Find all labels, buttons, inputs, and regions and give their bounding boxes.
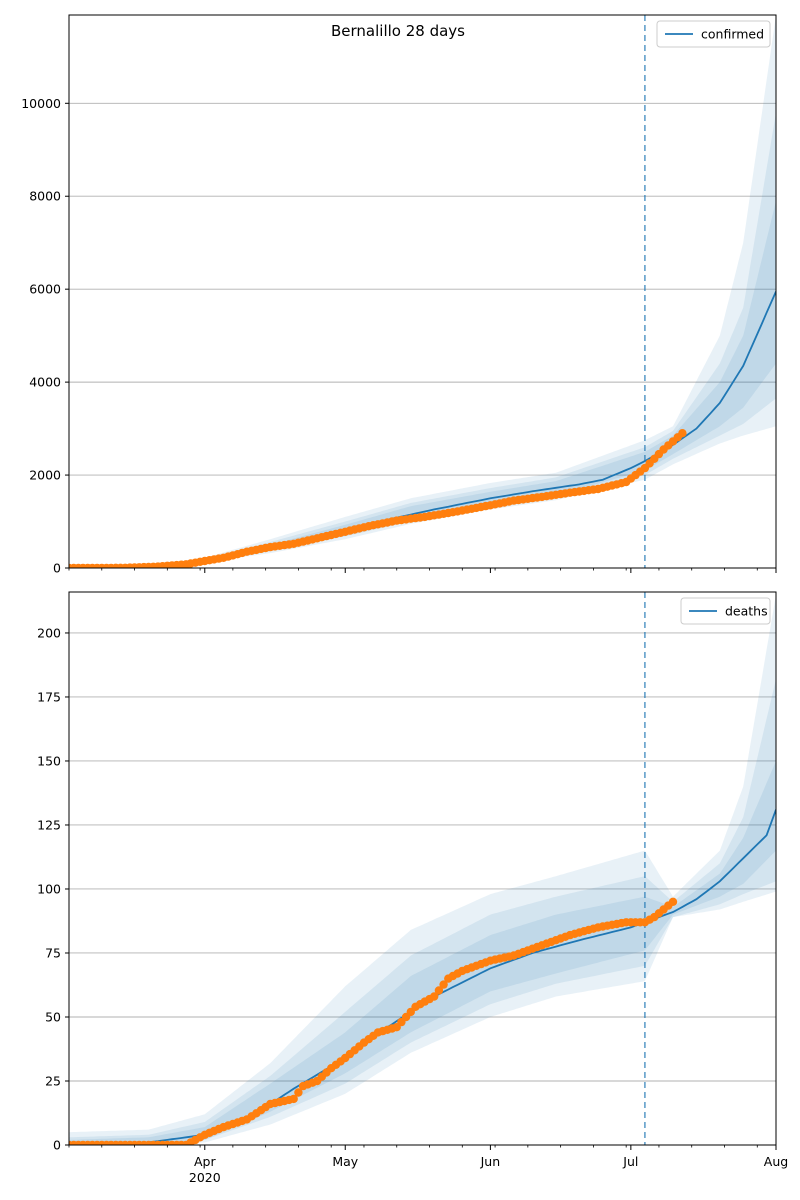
y-tick-label: 6000 [29,282,61,297]
legend-label: confirmed [701,27,764,42]
x-tick-label: Jul [622,1154,638,1169]
legend-box [656,20,771,48]
legend-box [680,597,771,625]
figure-title: Bernalillo 28 days [331,22,465,40]
observed-point [294,1088,303,1097]
y-tick-label: 100 [37,881,61,896]
observed-point [439,980,448,989]
x-tick-label: May [332,1154,358,1169]
axes-frame [68,14,777,569]
legend-label: deaths [725,604,768,619]
y-tick-label: 25 [45,1073,61,1088]
y-tick-label: 125 [37,817,61,832]
y-tick-label: 8000 [29,189,61,204]
y-tick-label: 175 [37,689,61,704]
uncertainty-band [69,679,776,1145]
plot-area [69,592,776,1145]
uncertainty-band [69,594,776,1145]
observed-point [668,897,678,906]
observed-point [430,992,439,1001]
observed-point [434,986,444,995]
y-tick-label: 4000 [29,375,61,390]
y-tick-label: 200 [37,625,61,640]
y-tick-label: 0 [53,1138,61,1153]
uncertainty-band [69,200,776,568]
y-tick-label: 75 [45,945,61,960]
observed-point [289,1094,298,1104]
y-tick-label: 0 [53,561,61,576]
x-tick-label: Aug [764,1154,788,1169]
x-tick-label: Apr [194,1154,216,1169]
observed-point [678,429,687,438]
x-tick-sublabel: 2020 [189,1170,221,1185]
y-tick-label: 50 [45,1009,61,1024]
y-tick-label: 2000 [29,468,61,483]
y-tick-label: 10000 [21,96,61,111]
y-tick-label: 150 [37,753,61,768]
confirmed-panel: 0 2000 4000 6000 8000 10000 confirmed [21,14,777,576]
x-tick-label: Jun [480,1154,501,1169]
plot-area [69,15,776,568]
axes-frame [68,591,777,1146]
uncertainty-band [69,761,776,1145]
